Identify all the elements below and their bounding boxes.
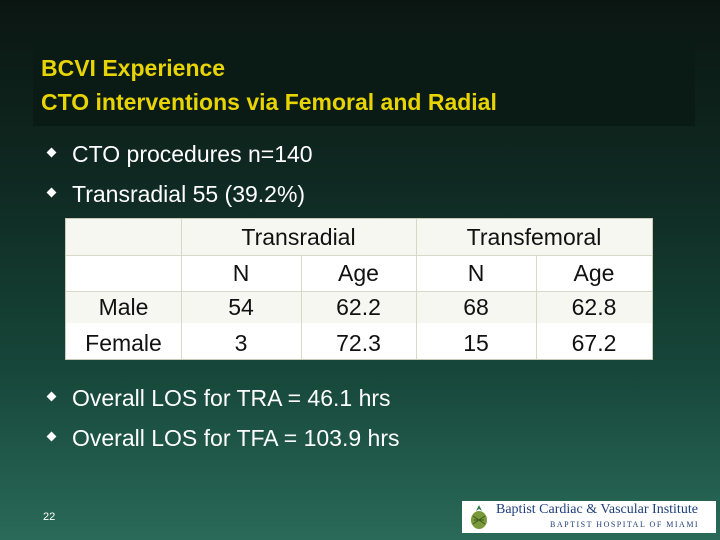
table-divider: [301, 255, 302, 359]
diamond-bullet-icon: [46, 391, 57, 402]
row-label-male: Male: [98, 294, 149, 320]
table-cell: 15: [463, 330, 489, 356]
institute-logo: Baptist Cardiac & Vascular Institute BAP…: [462, 501, 716, 533]
diamond-bullet-icon: [46, 431, 57, 442]
table-row: [66, 323, 652, 359]
diamond-bullet-icon: [46, 187, 57, 198]
bullet-text: CTO procedures n=140: [72, 141, 313, 167]
table-subheader-row: [66, 255, 652, 291]
slide-title-line-1: BCVI Experience: [41, 55, 226, 81]
table-cell: 54: [228, 294, 254, 320]
logo-hospital: BAPTIST HOSPITAL OF MIAMI: [550, 520, 700, 529]
table-row: [66, 291, 652, 327]
table-header-row: [66, 219, 652, 255]
table-cell: 62.8: [571, 294, 617, 320]
slide-title-line-2: CTO interventions via Femoral and Radial: [41, 89, 497, 115]
bullet-text: Overall LOS for TRA = 46.1 hrs: [72, 385, 391, 411]
table-cell: 72.3: [336, 330, 381, 356]
table-divider: [66, 291, 652, 292]
bullet-text: Transradial 55 (39.2%): [72, 181, 306, 207]
subheader-n: N: [232, 260, 250, 286]
table-cell: 68: [463, 294, 489, 320]
table-divider: [536, 255, 537, 359]
diamond-bullet-icon: [46, 147, 57, 158]
subheader-age: Age: [573, 260, 615, 286]
table-divider: [66, 255, 652, 256]
subheader-age: Age: [338, 260, 379, 286]
table-cell: 3: [234, 330, 248, 356]
title-bar: [33, 40, 695, 126]
bullet-text: Overall LOS for TFA = 103.9 hrs: [72, 425, 400, 451]
page-number: 22: [43, 511, 56, 523]
group-header-transradial: Transradial: [241, 224, 356, 250]
logo-name: Baptist Cardiac & Vascular Institute: [496, 502, 698, 517]
pineapple-icon: [471, 505, 487, 529]
table-cell: 62.2: [336, 294, 381, 320]
table-cell: 67.2: [571, 330, 617, 356]
subheader-n: N: [467, 260, 485, 286]
table-divider: [181, 219, 182, 359]
group-header-transfemoral: Transfemoral: [466, 224, 602, 250]
row-label-female: Female: [85, 330, 162, 356]
table-divider: [416, 219, 417, 359]
data-table: Transradial Transfemoral N Age N Age Mal…: [65, 218, 653, 360]
